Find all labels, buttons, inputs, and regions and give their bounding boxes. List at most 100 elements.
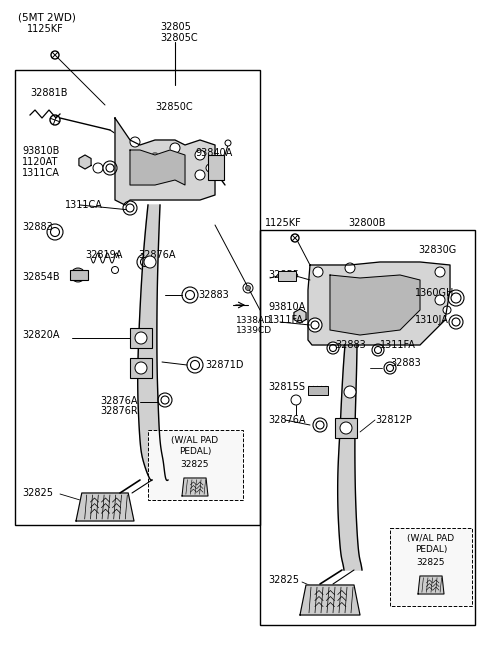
Circle shape [245, 285, 251, 291]
Text: 32825: 32825 [22, 488, 53, 498]
Bar [390, 528, 472, 606]
Circle shape [51, 51, 59, 59]
Text: 32805C: 32805C [160, 33, 198, 43]
Text: 32855: 32855 [268, 270, 299, 280]
Circle shape [126, 204, 134, 212]
Text: 1120AT: 1120AT [22, 157, 59, 167]
Text: 93810A: 93810A [268, 302, 305, 312]
Circle shape [130, 137, 140, 147]
Circle shape [345, 263, 355, 273]
Circle shape [340, 422, 352, 434]
Polygon shape [418, 576, 444, 594]
Circle shape [185, 291, 194, 300]
Text: 32883: 32883 [22, 222, 53, 232]
Text: PEDAL): PEDAL) [415, 545, 447, 554]
Text: 32883: 32883 [335, 340, 366, 350]
Text: 32812P: 32812P [375, 415, 412, 425]
Text: 32876A: 32876A [268, 415, 305, 425]
Bar [130, 328, 152, 348]
Circle shape [435, 295, 445, 305]
Circle shape [103, 161, 117, 175]
Text: 32883: 32883 [390, 358, 421, 368]
Text: 32876A: 32876A [100, 396, 137, 406]
Text: 32876A: 32876A [138, 250, 176, 260]
Text: 32825: 32825 [417, 558, 445, 567]
Polygon shape [308, 262, 450, 345]
Text: (W/AL PAD: (W/AL PAD [408, 534, 455, 543]
Circle shape [329, 344, 336, 352]
Bar [208, 155, 224, 180]
Circle shape [71, 268, 85, 282]
Circle shape [243, 283, 253, 293]
Polygon shape [130, 150, 185, 185]
Circle shape [161, 396, 169, 404]
Text: 1311FA: 1311FA [380, 340, 416, 350]
Circle shape [206, 164, 214, 172]
Text: 1310JA: 1310JA [415, 315, 449, 325]
Text: 32881B: 32881B [30, 88, 68, 98]
Polygon shape [79, 155, 91, 169]
Circle shape [291, 234, 299, 242]
Polygon shape [338, 345, 362, 570]
Polygon shape [294, 309, 306, 323]
Circle shape [47, 224, 63, 240]
Polygon shape [182, 478, 208, 496]
Circle shape [225, 140, 231, 146]
Text: 32825: 32825 [181, 460, 209, 469]
Circle shape [308, 318, 322, 332]
Bar [70, 270, 88, 280]
Text: 32825: 32825 [268, 575, 299, 585]
Circle shape [137, 254, 153, 270]
Circle shape [187, 357, 203, 373]
Circle shape [316, 421, 324, 429]
Bar [335, 418, 357, 438]
Circle shape [373, 288, 387, 302]
Circle shape [374, 346, 382, 354]
Circle shape [313, 418, 327, 432]
Polygon shape [115, 118, 215, 205]
Circle shape [451, 293, 461, 303]
Circle shape [435, 267, 445, 277]
Polygon shape [138, 205, 168, 480]
Circle shape [182, 287, 198, 303]
Circle shape [93, 163, 103, 173]
Text: 32830G: 32830G [418, 245, 456, 255]
Circle shape [449, 315, 463, 329]
Text: 32854B: 32854B [22, 272, 60, 282]
Circle shape [111, 266, 119, 274]
Circle shape [384, 362, 396, 374]
Circle shape [386, 365, 394, 371]
Circle shape [327, 342, 339, 354]
Text: 32876R: 32876R [100, 406, 138, 416]
Text: 32819A: 32819A [85, 250, 122, 260]
Text: 93810B: 93810B [22, 146, 60, 156]
Polygon shape [330, 275, 420, 335]
Circle shape [158, 393, 172, 407]
Text: 1311FA: 1311FA [268, 315, 304, 325]
Circle shape [311, 321, 319, 329]
Circle shape [291, 395, 301, 405]
Circle shape [148, 153, 162, 167]
Text: 32815S: 32815S [268, 382, 305, 392]
Text: (W/AL PAD: (W/AL PAD [171, 436, 218, 445]
Text: 32805: 32805 [160, 22, 191, 32]
Polygon shape [300, 585, 360, 615]
Text: 32800B: 32800B [348, 218, 385, 228]
Circle shape [313, 267, 323, 277]
Circle shape [372, 344, 384, 356]
Text: 1360GH: 1360GH [415, 288, 455, 298]
Text: 93840A: 93840A [195, 148, 232, 158]
Circle shape [144, 256, 156, 268]
Circle shape [191, 361, 200, 369]
Bar [130, 358, 152, 378]
Bar [148, 430, 243, 500]
Text: 1125KF: 1125KF [27, 24, 64, 34]
Text: 1125KF: 1125KF [265, 218, 302, 228]
Bar [278, 271, 296, 281]
Text: 32850C: 32850C [155, 102, 192, 112]
Text: 1338AD: 1338AD [236, 316, 272, 325]
Text: (5MT 2WD): (5MT 2WD) [18, 12, 76, 22]
Bar [308, 386, 328, 395]
Circle shape [170, 143, 180, 153]
Circle shape [106, 164, 114, 172]
